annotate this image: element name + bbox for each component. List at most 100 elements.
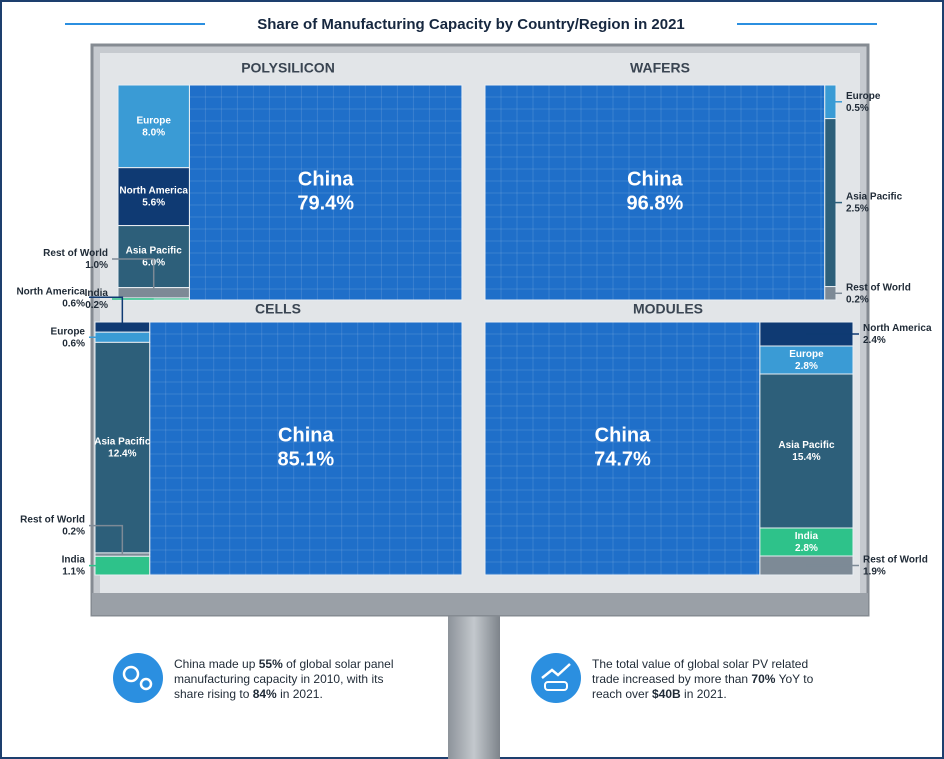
leader-line [89, 524, 124, 555]
note-highlight: $40B [652, 687, 681, 701]
leader-line [112, 258, 155, 293]
value-label: 5.6% [142, 197, 165, 208]
category-label: Rest of World [43, 248, 108, 259]
data-label: China 96.8% [627, 169, 684, 215]
treemaps: China 79.4%Europe 8.0%North America 5.6%Asi… [16, 84, 932, 577]
category-label: China [595, 425, 651, 447]
value-label: 2.8% [795, 361, 818, 372]
data-label: India 0.2% [85, 288, 109, 311]
category-label: North America [16, 286, 85, 297]
trade-icon-part [544, 681, 568, 691]
note-highlight: 70% [751, 672, 776, 686]
value-label: 74.7% [594, 449, 651, 471]
value-label: 0.2% [85, 300, 108, 311]
category-label: Rest of World [863, 554, 928, 565]
data-label: Europe 8.0% [136, 115, 171, 138]
billboard-pole [448, 612, 500, 759]
value-label: 0.6% [62, 338, 85, 349]
data-label: Europe 0.5% [846, 90, 881, 113]
trade-icon [531, 653, 581, 703]
billboard-base [92, 593, 868, 615]
gear-icon-part [139, 677, 153, 691]
panel-title: WAFERS [630, 60, 690, 76]
note-text: China made up [174, 657, 259, 671]
value-label: 0.5% [846, 102, 869, 113]
value-label: 1.1% [62, 566, 85, 577]
data-label: Rest of World 0.2% [20, 514, 85, 537]
category-label: Europe [51, 326, 86, 337]
category-label: Europe [846, 90, 881, 101]
data-label: Rest of World 0.2% [846, 282, 911, 305]
value-label: 12.4% [108, 448, 136, 459]
treemap-cell [484, 321, 761, 576]
category-label: Asia Pacific [94, 436, 151, 447]
note-highlight: 55% [258, 657, 283, 671]
data-label: Asia Pacific 12.4% [94, 436, 151, 459]
leader-line [89, 296, 124, 328]
data-label: China 74.7% [594, 425, 651, 471]
category-label: China [627, 169, 683, 191]
note: The total value of global solar PV relat… [592, 657, 827, 702]
category-label: China [278, 425, 334, 447]
category-label: Rest of World [20, 514, 85, 525]
note-text: The total value of global solar PV relat… [592, 657, 809, 686]
value-label: 0.6% [62, 298, 85, 309]
title: Share of Manufacturing Capacity by Count… [257, 16, 685, 33]
treemap-cell [759, 527, 854, 557]
data-label: North America 2.4% [863, 323, 932, 346]
value-label: 0.2% [62, 526, 85, 537]
data-label: Rest of World 1.0% [43, 248, 108, 271]
data-label: North America 0.6% [16, 286, 85, 309]
category-label: North America [119, 185, 188, 196]
category-label: North America [863, 323, 932, 334]
treemap-cell [149, 321, 463, 576]
treemap-cell [117, 167, 190, 227]
category-label: Asia Pacific [778, 440, 835, 451]
category-label: India [62, 554, 86, 565]
value-label: 96.8% [627, 193, 684, 215]
data-label: India 2.8% [795, 531, 819, 554]
note-highlight: 84% [252, 687, 277, 701]
trade-icon-part [541, 663, 571, 679]
value-label: 2.4% [863, 335, 886, 346]
panel-title: POLYSILICON [241, 60, 335, 76]
category-label: India [85, 288, 109, 299]
category-label: India [795, 531, 819, 542]
panel-title: MODULES [633, 301, 703, 317]
value-label: 85.1% [277, 449, 334, 471]
value-label: 2.8% [795, 543, 818, 554]
data-label: Asia Pacific 15.4% [778, 440, 835, 463]
data-label: Europe 2.8% [789, 349, 824, 372]
data-label: Asia Pacific 2.5% [846, 191, 903, 214]
category-label: Europe [136, 115, 171, 126]
gear-icon-part [122, 665, 140, 683]
data-label: India 1.1% [62, 554, 86, 577]
treemap-cell [484, 84, 826, 301]
category-label: Asia Pacific [126, 245, 183, 256]
note-text: YoY to reach over [592, 672, 814, 701]
treemap-cell [117, 84, 190, 169]
value-label: 8.0% [142, 127, 165, 138]
value-label: 2.5% [846, 203, 869, 214]
data-label: China 79.4% [297, 169, 354, 215]
category-label: Europe [789, 349, 824, 360]
category-label: Rest of World [846, 282, 911, 293]
category-label: Asia Pacific [846, 191, 903, 202]
note-text: in 2021. [276, 687, 323, 701]
data-label: China 85.1% [277, 425, 334, 471]
category-label: China [298, 169, 354, 191]
data-label: Europe 0.6% [51, 326, 86, 349]
value-label: 1.0% [85, 260, 108, 271]
note-text: in 2021. [680, 687, 727, 701]
note: China made up 55% of global solar panel … [174, 657, 409, 702]
value-label: 79.4% [297, 193, 354, 215]
treemap-cell [94, 341, 151, 554]
panel-title: CELLS [255, 301, 301, 317]
treemap-cell [188, 84, 463, 301]
data-label: North America 5.6% [119, 185, 188, 208]
value-label: 1.9% [863, 566, 886, 577]
value-label: 0.2% [846, 294, 869, 305]
note-text: of global solar panel manufacturing capa… [174, 657, 394, 701]
